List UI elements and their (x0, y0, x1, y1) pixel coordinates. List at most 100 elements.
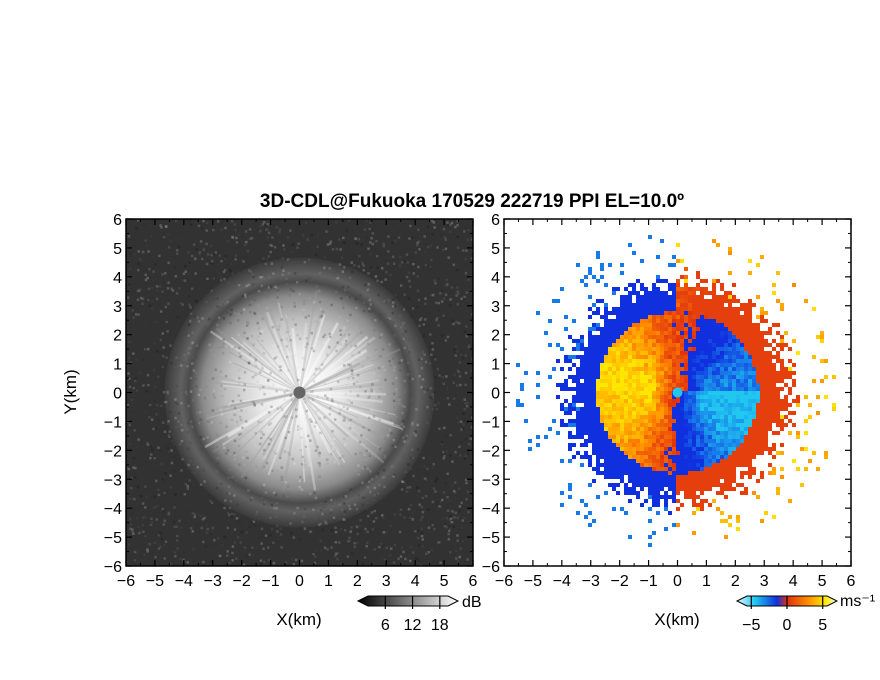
velocity-pixel (672, 455, 676, 459)
power-speckle-pixel (221, 345, 224, 349)
velocity-pixel (724, 439, 728, 443)
velocity-pixel (596, 463, 600, 467)
velocity-pixel (616, 435, 620, 439)
velocity-pixel (740, 459, 744, 463)
velocity-pixel (744, 395, 748, 399)
power-speckle-pixel (343, 513, 346, 517)
velocity-pixel (628, 379, 632, 383)
velocity-pixel (652, 311, 656, 315)
velocity-pixel (608, 471, 612, 475)
power-speckle-pixel (156, 404, 159, 407)
velocity-pixel (580, 367, 584, 371)
power-speckle-pixel (269, 516, 272, 520)
velocity-pixel (628, 427, 632, 431)
power-speckle-pixel (149, 445, 153, 448)
velocity-pixel (632, 307, 636, 311)
power-speckle-pixel (434, 301, 438, 304)
velocity-pixel (584, 363, 588, 367)
velocity-pixel (568, 375, 572, 379)
power-speckle-pixel (204, 480, 207, 483)
power-speckle-pixel (399, 284, 403, 287)
power-speckle-pixel (266, 429, 270, 433)
power-speckle-pixel (295, 225, 299, 229)
power-speckle-pixel (215, 433, 219, 437)
velocity-pixel (600, 339, 604, 343)
power-speckle-pixel (442, 454, 446, 458)
velocity-pixel (764, 375, 768, 379)
velocity-pixel (620, 299, 624, 303)
velocity-pixel (576, 511, 580, 515)
velocity-pixel (760, 407, 764, 411)
power-speckle-pixel (323, 266, 326, 270)
power-speckle-pixel (367, 288, 370, 291)
velocity-pixel (700, 355, 704, 359)
power-speckle-pixel (187, 404, 190, 408)
velocity-pixel (716, 371, 720, 375)
power-speckle-pixel (423, 318, 427, 321)
power-speckle-pixel (194, 257, 197, 261)
velocity-pixel (560, 403, 564, 407)
velocity-pixel (768, 447, 772, 451)
velocity-pixel (744, 447, 748, 451)
power-speckle-pixel (186, 364, 189, 368)
power-speckle-pixel (458, 319, 462, 323)
velocity-pixel (628, 303, 632, 307)
velocity-pixel (724, 355, 728, 359)
power-speckle-pixel (204, 457, 208, 460)
power-speckle-pixel (333, 418, 337, 421)
power-speckle-pixel (459, 547, 462, 550)
power-speckle-pixel (448, 304, 452, 307)
velocity-pixel (616, 375, 620, 379)
velocity-pixel (616, 311, 620, 315)
power-speckle-pixel (178, 519, 181, 523)
velocity-pixel (780, 387, 784, 391)
velocity-pixel (584, 347, 588, 351)
velocity-pixel (696, 371, 700, 375)
velocity-pixel (588, 387, 592, 391)
power-speckle-pixel (227, 281, 231, 285)
velocity-pixel (700, 359, 704, 363)
power-speckle-pixel (133, 229, 136, 233)
power-speckle-pixel (363, 228, 367, 231)
velocity-pixel (636, 323, 640, 327)
power-speckle-pixel (134, 433, 138, 437)
velocity-pixel (596, 379, 600, 383)
power-speckle-pixel (203, 396, 207, 400)
velocity-pixel (652, 343, 656, 347)
velocity-pixel (644, 371, 648, 375)
velocity-pixel (732, 471, 736, 475)
power-speckle-pixel (402, 308, 405, 311)
velocity-pixel (732, 411, 736, 415)
velocity-pixel (752, 367, 756, 371)
velocity-pixel (632, 467, 636, 471)
power-speckle-pixel (229, 500, 233, 503)
velocity-pixel (632, 407, 636, 411)
velocity-pixel (568, 483, 572, 487)
power-speckle-pixel (449, 433, 452, 437)
velocity-pixel (696, 323, 700, 327)
velocity-pixel (636, 471, 640, 475)
power-speckle-pixel (231, 235, 234, 239)
velocity-pixel (624, 375, 628, 379)
power-speckle-pixel (452, 525, 455, 529)
velocity-pixel (668, 463, 672, 467)
power-speckle-pixel (282, 269, 285, 272)
velocity-pixel (704, 459, 708, 463)
power-speckle-pixel (183, 353, 186, 357)
power-speckle-pixel (142, 530, 145, 534)
power-speckle-pixel (371, 527, 375, 531)
power-speckle-pixel (393, 473, 396, 477)
velocity-pixel (700, 379, 704, 383)
power-ray (298, 391, 385, 440)
power-speckle-pixel (270, 262, 274, 265)
velocity-pixel (724, 295, 728, 299)
power-speckle-pixel (171, 439, 174, 443)
velocity-pixel (788, 375, 792, 379)
velocity-pixel (728, 367, 732, 371)
velocity-pixel (700, 307, 704, 311)
power-speckle-pixel (274, 285, 277, 289)
velocity-pixel (628, 443, 632, 447)
velocity-pixel (704, 419, 708, 423)
velocity-pixel (680, 367, 684, 371)
velocity-pixel (732, 347, 736, 351)
